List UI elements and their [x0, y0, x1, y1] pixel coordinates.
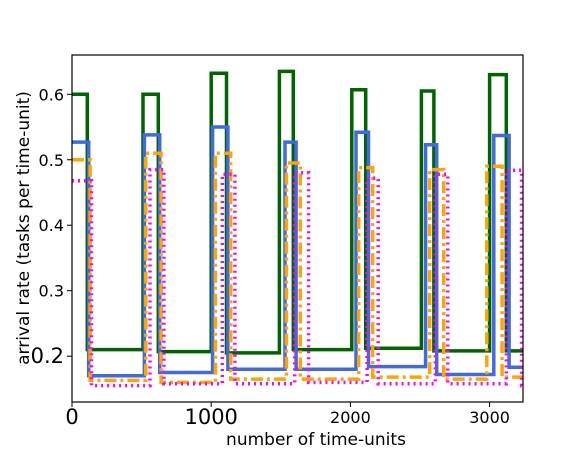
- tick-layer: 0 1000 2000 3000 0.2 0.3 0.4 0.5 0.6: [31, 85, 510, 429]
- y-tick-label: 0.4: [39, 216, 64, 235]
- plot-frame: [71, 54, 524, 403]
- x-tick-label: 1000: [184, 405, 237, 429]
- series-layer: [72, 69, 524, 388]
- x-tick-label: 0: [65, 405, 78, 429]
- x-tick-label: 2000: [330, 408, 371, 427]
- y-tick-label: 0.5: [39, 151, 64, 170]
- y-tick-label: 0.2: [31, 344, 64, 368]
- series-line-1: [72, 69, 523, 355]
- y-tick-label: 0.3: [39, 282, 64, 301]
- series-line-3: [72, 151, 523, 385]
- y-axis-label: arrival rate (tasks per time-unit): [14, 91, 34, 365]
- y-tick-label: 0.6: [39, 85, 64, 104]
- series-line-4: [72, 167, 524, 388]
- x-axis-label: number of time-units: [226, 430, 406, 450]
- x-tick-label: 3000: [469, 408, 510, 427]
